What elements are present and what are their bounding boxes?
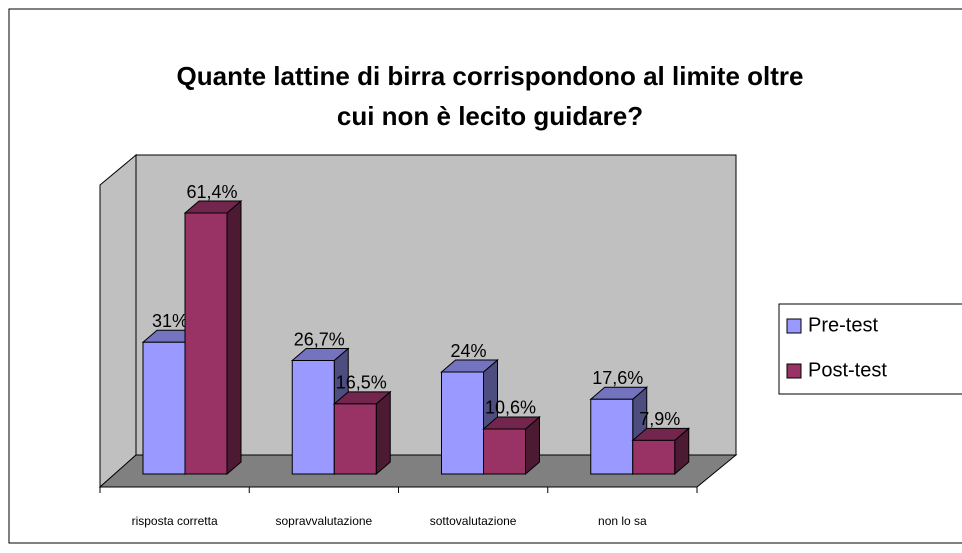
x-tick-label: non lo sa: [598, 514, 647, 528]
legend: [778, 303, 962, 395]
data-label: 24%: [450, 341, 486, 361]
legend-swatch: [786, 318, 802, 334]
bar: [482, 415, 541, 476]
bar-face: [291, 360, 335, 475]
data-label: 10,6%: [485, 398, 536, 418]
data-label: 16,5%: [336, 373, 387, 393]
data-label: 17,6%: [592, 368, 643, 388]
bar-face: [590, 398, 634, 475]
x-tick-label: sottovalutazione: [430, 514, 517, 528]
legend-label: Pre-test: [808, 314, 878, 336]
bar-face: [142, 341, 186, 475]
bar-face: [632, 439, 676, 475]
legend-label: Post-test: [808, 359, 887, 381]
data-label: 31%: [152, 311, 188, 331]
data-label: 7,9%: [639, 409, 680, 429]
side-wall: [99, 153, 137, 489]
x-tick-label: risposta corretta: [132, 514, 218, 528]
bar: [183, 199, 243, 476]
data-label: 26,7%: [294, 329, 345, 349]
bar-face: [333, 403, 377, 475]
bar-face: [375, 390, 391, 476]
bar: [332, 390, 392, 476]
bar-face: [184, 212, 228, 475]
x-tick-label: sopravvalutazione: [276, 514, 373, 528]
legend-swatch: [786, 363, 802, 379]
chart-title: cui non è lecito guidare?: [337, 101, 643, 131]
bar-face: [441, 371, 484, 475]
bar: [631, 427, 691, 476]
bar-face: [226, 199, 242, 476]
data-label: 61,4%: [186, 182, 237, 202]
bar-face: [483, 428, 526, 475]
chart-title: Quante lattine di birra corrispondono al…: [177, 61, 804, 91]
